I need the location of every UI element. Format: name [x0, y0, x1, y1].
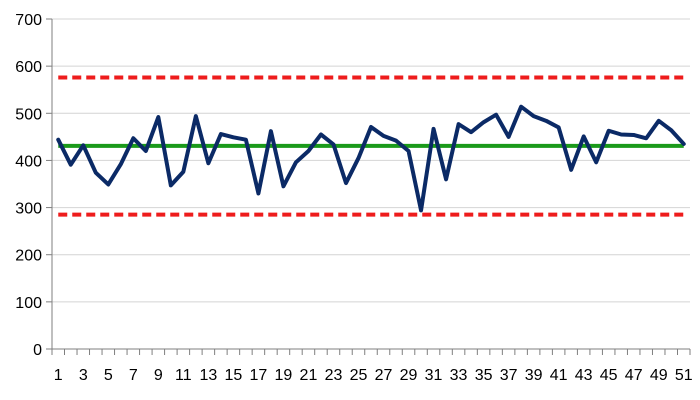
x-tick-label: 15: [224, 367, 242, 384]
x-tick-label: 19: [275, 367, 293, 384]
axes: [46, 18, 691, 355]
data-point: [582, 134, 586, 138]
data-point: [532, 114, 536, 118]
x-tick-label: 1: [54, 367, 63, 384]
data-point: [219, 132, 223, 136]
data-point: [319, 133, 323, 137]
data-point: [544, 119, 548, 123]
data-series: [56, 104, 686, 213]
data-point: [344, 181, 348, 185]
data-point: [56, 138, 60, 142]
data-point: [281, 184, 285, 188]
data-point: [356, 156, 360, 160]
x-tick-label: 43: [575, 367, 593, 384]
x-tick-label: 9: [154, 367, 163, 384]
data-point: [669, 128, 673, 132]
x-tick-label: 7: [129, 367, 138, 384]
data-point: [119, 162, 123, 166]
x-tick-label: 45: [600, 367, 618, 384]
data-point: [269, 129, 273, 133]
data-point: [494, 113, 498, 117]
data-point: [331, 142, 335, 146]
data-point: [382, 134, 386, 138]
x-tick-label: 47: [625, 367, 643, 384]
data-point: [557, 125, 561, 129]
y-tick-label: 300: [15, 201, 42, 218]
x-tick-label: 31: [425, 367, 443, 384]
data-point: [444, 177, 448, 181]
data-point: [457, 122, 461, 126]
x-tick-label: 35: [475, 367, 493, 384]
x-tick-label: 13: [199, 367, 217, 384]
data-point: [306, 149, 310, 153]
data-point: [244, 138, 248, 142]
data-point: [407, 149, 411, 153]
data-point: [69, 163, 73, 167]
data-point: [144, 149, 148, 153]
data-point: [632, 133, 636, 137]
data-point: [94, 171, 98, 175]
data-point: [507, 135, 511, 139]
x-tick-label: 39: [525, 367, 543, 384]
data-point: [231, 135, 235, 139]
data-point: [256, 191, 260, 195]
y-tick-label: 200: [15, 248, 42, 265]
x-tick-label: 25: [350, 367, 368, 384]
x-tick-label: 49: [650, 367, 668, 384]
y-axis-tick-labels: 0 100 200 300 400 500 600 700: [15, 12, 42, 359]
data-point: [294, 160, 298, 164]
x-tick-label: 23: [325, 367, 343, 384]
x-tick-label: 5: [104, 367, 113, 384]
data-point: [619, 133, 623, 137]
data-point: [206, 161, 210, 165]
x-tick-label: 41: [550, 367, 568, 384]
data-point: [106, 182, 110, 186]
data-point: [394, 139, 398, 143]
data-point: [81, 143, 85, 147]
x-tick-label: 29: [400, 367, 418, 384]
data-point: [181, 170, 185, 174]
data-point: [419, 208, 423, 212]
data-point: [169, 183, 173, 187]
x-tick-label: 21: [300, 367, 318, 384]
data-point: [131, 136, 135, 140]
data-point: [594, 160, 598, 164]
x-tick-label: 11: [175, 367, 192, 384]
data-point: [369, 125, 373, 129]
data-point: [569, 168, 573, 172]
x-tick-label: 27: [375, 367, 393, 384]
x-tick-label: 37: [500, 367, 518, 384]
series-line: [56, 104, 686, 213]
x-axis-tick-labels: 1 3 5 7 9 11 13 15 17 19 21 23 25 27 29 31 33 35 37 39 41 43 4…: [54, 367, 693, 384]
data-point: [482, 120, 486, 124]
data-point: [432, 127, 436, 131]
x-tick-label: 3: [79, 367, 88, 384]
y-tick-label: 0: [33, 342, 42, 359]
data-point: [657, 119, 661, 123]
x-tick-label: 51: [675, 367, 693, 384]
x-tick-label: 33: [450, 367, 468, 384]
data-point: [519, 105, 523, 109]
gridlines: [52, 18, 690, 303]
data-point: [682, 142, 686, 146]
x-tick-label: 17: [250, 367, 268, 384]
data-point: [156, 115, 160, 119]
data-point: [194, 114, 198, 118]
y-tick-label: 600: [15, 59, 42, 76]
y-tick-label: 700: [15, 12, 42, 29]
y-tick-label: 400: [15, 153, 42, 170]
data-point: [644, 136, 648, 140]
data-point: [607, 129, 611, 133]
y-tick-label: 100: [15, 295, 42, 312]
data-point: [469, 130, 473, 134]
y-tick-label: 500: [15, 106, 42, 123]
